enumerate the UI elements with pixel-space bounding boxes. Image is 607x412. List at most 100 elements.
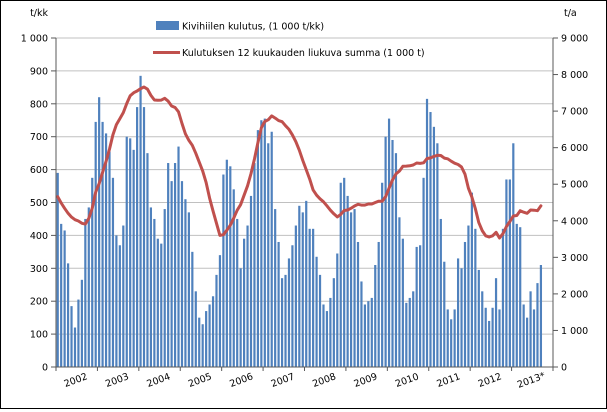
right-tick-label: 2 000 bbox=[561, 289, 588, 300]
bar bbox=[270, 131, 273, 367]
bar bbox=[229, 166, 232, 367]
bar bbox=[184, 199, 187, 367]
bar bbox=[294, 225, 297, 367]
right-tick-label: 6 000 bbox=[561, 143, 588, 154]
bar bbox=[253, 163, 256, 367]
bar bbox=[111, 177, 115, 367]
bar bbox=[225, 159, 228, 367]
left-tick-label: 400 bbox=[30, 231, 48, 242]
legend: Kivihiilen kulutus, (1 000 t/kk) Kulutuk… bbox=[153, 21, 425, 59]
bar bbox=[274, 209, 277, 367]
year-label: 2005 bbox=[187, 371, 213, 390]
bar bbox=[536, 283, 539, 367]
bar bbox=[415, 246, 418, 367]
bar bbox=[260, 120, 263, 367]
bar bbox=[460, 268, 463, 367]
right-tick-label: 9 000 bbox=[561, 34, 588, 45]
bar bbox=[436, 143, 439, 367]
bar bbox=[104, 133, 108, 367]
bar bbox=[422, 177, 425, 367]
bar bbox=[173, 163, 177, 367]
bar bbox=[277, 241, 280, 367]
bar bbox=[367, 301, 370, 367]
bar bbox=[246, 225, 249, 367]
bar bbox=[522, 304, 525, 367]
year-label: 2009 bbox=[353, 371, 379, 390]
bar bbox=[180, 181, 184, 367]
bar bbox=[453, 309, 456, 367]
bar bbox=[463, 241, 467, 367]
bar bbox=[129, 138, 132, 367]
left-tick-label: 600 bbox=[30, 165, 48, 176]
bar bbox=[146, 153, 149, 367]
bar bbox=[356, 241, 360, 367]
year-label: 2002 bbox=[63, 371, 89, 390]
bar bbox=[249, 195, 253, 367]
bar bbox=[236, 218, 239, 367]
year-label: 2011 bbox=[435, 371, 461, 390]
legend-bar-label: Kivihiilen kulutus, (1 000 t/kk) bbox=[182, 22, 324, 33]
bar bbox=[98, 97, 101, 367]
bar bbox=[508, 179, 511, 367]
bar bbox=[201, 324, 204, 367]
bar bbox=[443, 261, 446, 367]
bar bbox=[215, 274, 218, 367]
bar bbox=[450, 319, 453, 367]
bar bbox=[425, 98, 429, 368]
bar bbox=[232, 189, 235, 367]
bar bbox=[118, 245, 121, 367]
year-label: 2010 bbox=[394, 371, 420, 390]
legend-line-label: Kulutuksen 12 kuukauden liukuva summa (1… bbox=[182, 48, 425, 59]
bar bbox=[153, 218, 156, 367]
bar bbox=[298, 205, 301, 367]
bar bbox=[529, 291, 532, 367]
bar bbox=[374, 265, 377, 367]
left-tick-label: 900 bbox=[30, 66, 48, 77]
bar bbox=[498, 309, 501, 367]
bar bbox=[494, 278, 498, 367]
bar bbox=[384, 136, 387, 367]
bar bbox=[122, 225, 125, 367]
bar bbox=[325, 311, 329, 367]
bar bbox=[439, 218, 442, 367]
bar bbox=[291, 245, 294, 367]
bar bbox=[526, 317, 529, 367]
bar bbox=[501, 228, 505, 367]
right-tick-label: 8 000 bbox=[561, 70, 588, 81]
bar bbox=[515, 223, 518, 367]
bar bbox=[60, 223, 63, 367]
year-label: 2004 bbox=[145, 371, 171, 390]
bar bbox=[419, 245, 422, 367]
left-tick-label: 800 bbox=[30, 99, 48, 110]
bar bbox=[519, 227, 522, 367]
left-tick-label: 500 bbox=[30, 198, 48, 209]
bars-series bbox=[56, 75, 543, 368]
bar bbox=[287, 258, 291, 367]
legend-bar-swatch bbox=[156, 21, 179, 30]
bar bbox=[222, 174, 225, 367]
bar bbox=[194, 291, 197, 367]
bar bbox=[280, 278, 284, 367]
bar bbox=[191, 251, 194, 367]
gridlines bbox=[56, 37, 553, 335]
bar bbox=[149, 207, 153, 367]
bar bbox=[56, 172, 59, 367]
bar bbox=[63, 230, 66, 367]
line-series bbox=[56, 85, 543, 240]
bar bbox=[377, 241, 380, 367]
bar bbox=[394, 153, 398, 367]
moving-sum-line bbox=[56, 85, 543, 240]
bar bbox=[77, 299, 80, 367]
bar bbox=[477, 269, 480, 367]
bar bbox=[539, 265, 543, 367]
bar bbox=[87, 207, 90, 367]
bar bbox=[66, 263, 70, 367]
right-tick-label: 4 000 bbox=[561, 216, 588, 227]
right-tick-label: 1 000 bbox=[561, 326, 588, 337]
bar bbox=[284, 274, 287, 367]
bar bbox=[381, 182, 384, 367]
bar bbox=[363, 304, 366, 367]
bar bbox=[446, 309, 449, 367]
